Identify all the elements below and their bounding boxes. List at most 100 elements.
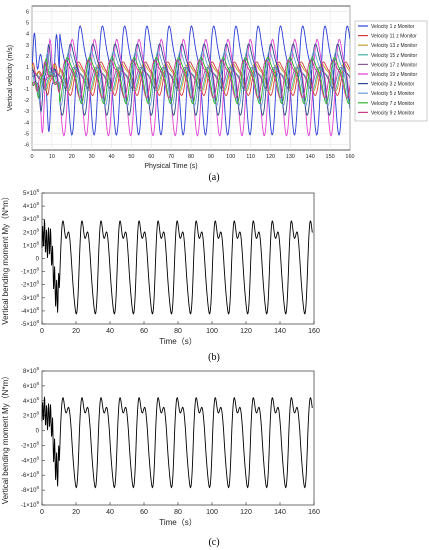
y-tick-label: 0 — [36, 429, 40, 435]
y-tick-mantissa: -1×10 — [21, 503, 37, 509]
y-tick-label: -4×108 — [21, 306, 40, 315]
y-tick-mantissa: -2×10 — [21, 443, 37, 449]
chart-a-legend-label: Velocity 15 z Monitor — [371, 53, 417, 59]
chart-a-legend-label: Velocity 1 z Monitor — [371, 24, 415, 30]
chart-a-y-tick-label: 0 — [26, 76, 29, 82]
y-tick-exponent: 8 — [36, 201, 39, 206]
chart-a-legend-label: Velocity 7 z Monitor — [371, 101, 415, 107]
y-tick-label: 4×108 — [23, 201, 40, 210]
y-tick-mantissa: -3×10 — [21, 296, 37, 302]
chart-a-series-line — [32, 56, 350, 105]
y-tick-label: 5×108 — [23, 188, 40, 197]
x-tick-label: 40 — [106, 509, 114, 516]
chart-a-legend-label: Velocity 3 z Monitor — [371, 82, 415, 88]
y-tick-label: 2×108 — [23, 227, 40, 236]
x-tick-label: 60 — [140, 509, 148, 516]
y-tick-exponent: 8 — [36, 280, 39, 285]
chart-a-y-tick-label: -1 — [24, 87, 29, 93]
chart-a-legend-label: Velocity 19 z Monitor — [371, 72, 417, 78]
chart-a-series-line — [32, 37, 350, 137]
y-tick-exponent: 8 — [36, 485, 39, 490]
chart-b: 0 20 40 60 80 100 120 140 160 -5×108-4×108-3×108… — [1, 188, 320, 363]
y-tick-exponent: 8 — [36, 267, 39, 272]
y-tick-exponent: 8 — [36, 455, 39, 460]
y-tick-mantissa: 4×10 — [23, 204, 37, 210]
y-tick-exponent: 8 — [36, 214, 39, 219]
chart-a-x-tick-label: 50 — [128, 154, 134, 160]
y-tick-label: -6×108 — [21, 470, 40, 479]
chart-a-caption: (a) — [208, 172, 219, 183]
chart-a-series-line — [32, 25, 350, 136]
y-tick-label: 1×108 — [23, 240, 40, 249]
y-tick-mantissa: 0 — [36, 257, 40, 263]
y-tick-label: -4×108 — [21, 455, 40, 464]
x-tick-label: 120 — [240, 328, 252, 335]
y-tick-exponent: 8 — [36, 366, 39, 371]
chart-a-x-tick-label: 60 — [148, 154, 154, 160]
chart-a-x-tick-label: 140 — [306, 154, 315, 160]
y-tick-label: -2×108 — [21, 280, 40, 289]
y-tick-exponent: 8 — [36, 411, 39, 416]
y-tick-mantissa: -6×10 — [21, 473, 37, 479]
y-tick-mantissa: -5×10 — [21, 322, 37, 328]
x-tick-label: 20 — [72, 509, 80, 516]
chart-a-x-tick-label: 90 — [208, 154, 214, 160]
chart-b-caption: (b) — [208, 352, 220, 363]
y-tick-exponent: 8 — [36, 306, 39, 311]
chart-a-y-tick-label: 4 — [26, 32, 29, 38]
y-tick-mantissa: -1×10 — [21, 270, 37, 276]
chart-a-x-tick-label: 70 — [168, 154, 174, 160]
chart-a-legend-box — [354, 20, 428, 122]
x-tick-label: 140 — [274, 328, 286, 335]
y-tick-label: 3×108 — [23, 214, 40, 223]
y-tick-label: 4×108 — [23, 396, 40, 405]
chart-c-plot-frame — [41, 370, 315, 506]
y-tick-mantissa: -8×10 — [21, 488, 37, 494]
chart-a-legend-label: Velocity 11 z Monitor — [371, 34, 417, 40]
chart-a-x-axis-label: Physical Time (s) — [144, 163, 197, 170]
chart-a-x-tick-label: 160 — [345, 154, 354, 160]
y-tick-exponent: 8 — [36, 396, 39, 401]
y-tick-exponent: 8 — [36, 188, 39, 193]
chart-a-series-line — [32, 59, 350, 99]
y-tick-mantissa: -2×10 — [21, 283, 37, 289]
y-tick-mantissa: -4×10 — [21, 309, 37, 315]
chart-a-x-tick-label: 120 — [266, 154, 275, 160]
chart-a-x-tick-label: 40 — [108, 154, 114, 160]
chart-a-y-tick-label: -4 — [24, 120, 29, 126]
x-tick-label: 120 — [240, 509, 252, 516]
chart-a-x-tick-label: 80 — [188, 154, 194, 160]
chart-c-series-line — [41, 396, 313, 489]
y-tick-mantissa: 8×10 — [23, 369, 37, 375]
y-tick-mantissa: 1×10 — [23, 243, 37, 249]
y-tick-exponent: 8 — [36, 440, 39, 445]
y-tick-mantissa: 5×10 — [23, 191, 37, 197]
chart-a-x-tick-label: 150 — [326, 154, 335, 160]
x-tick-label: 100 — [206, 328, 218, 335]
y-tick-label: 8×108 — [23, 366, 40, 375]
y-tick-mantissa: -4×10 — [21, 458, 37, 464]
chart-b-x-axis-label: Time（s） — [159, 337, 196, 346]
x-tick-label: 0 — [40, 509, 44, 516]
y-tick-label: 6×108 — [23, 381, 40, 390]
chart-a-y-tick-label: -2 — [24, 98, 29, 104]
x-tick-label: 0 — [40, 328, 44, 335]
chart-a-y-tick-label: -3 — [24, 109, 29, 115]
chart-b-series-line — [41, 219, 313, 315]
y-tick-mantissa: 0 — [36, 429, 40, 435]
chart-a-series-line — [32, 43, 350, 116]
y-tick-mantissa: 6×10 — [23, 384, 37, 390]
chart-a-x-tick-label: 10 — [49, 154, 55, 160]
chart-a-series-line — [32, 50, 350, 107]
x-tick-label: 80 — [174, 328, 182, 335]
y-tick-label: -2×108 — [21, 440, 40, 449]
y-tick-exponent: 8 — [36, 319, 39, 324]
y-tick-label: 0 — [36, 257, 40, 263]
chart-a-x-tick-label: 30 — [89, 154, 95, 160]
y-tick-exponent: 8 — [36, 293, 39, 298]
x-tick-label: 140 — [274, 509, 286, 516]
chart-a-y-axis-label: Vertical velocity (m/s) — [7, 45, 14, 111]
y-tick-exponent: 8 — [36, 470, 39, 475]
chart-a-y-tick-label: -5 — [24, 131, 29, 137]
